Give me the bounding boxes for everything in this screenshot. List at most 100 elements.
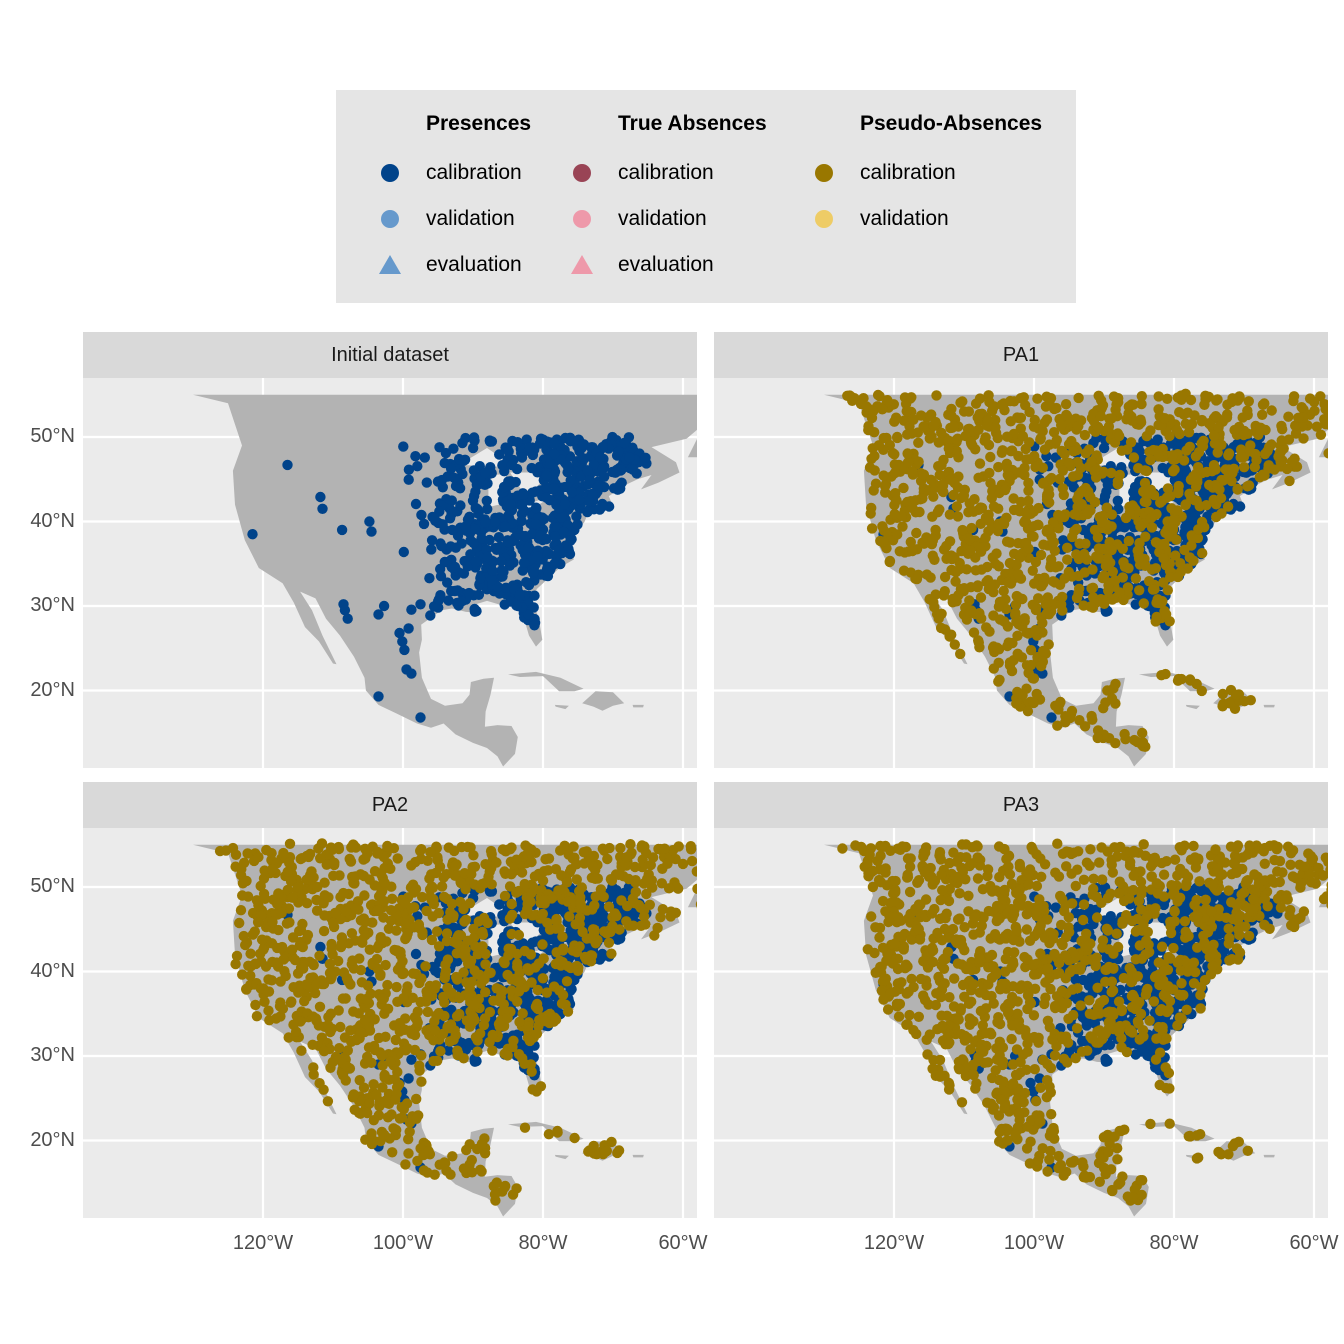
- pseudo-absence-point: [1244, 446, 1256, 457]
- pseudo-absence-point: [1293, 412, 1304, 423]
- map-panel-2: PA2: [83, 782, 697, 1218]
- presence-point: [247, 529, 258, 540]
- pseudo-absence-point: [934, 469, 945, 481]
- presence-point: [503, 446, 514, 457]
- pseudo-absence-point: [385, 1056, 396, 1067]
- presence-point: [1102, 479, 1113, 490]
- pseudo-absence-point: [1085, 601, 1096, 612]
- pseudo-absence-point: [1170, 550, 1181, 561]
- presence-point: [469, 606, 481, 617]
- pseudo-absence-point: [550, 1014, 562, 1025]
- pseudo-absence-point: [949, 639, 960, 650]
- presence-point: [436, 540, 447, 552]
- presence-point: [619, 437, 630, 449]
- pseudo-absence-point: [460, 944, 471, 955]
- presence-point: [403, 1073, 414, 1084]
- pseudo-absence-point: [1073, 421, 1084, 432]
- pseudo-absence-point: [491, 983, 502, 994]
- presence-point: [542, 570, 554, 582]
- pseudo-absence-point: [1048, 537, 1059, 548]
- pseudo-absence-point: [1103, 585, 1114, 596]
- presence-point: [554, 544, 565, 556]
- pseudo-absence-point: [230, 849, 242, 860]
- pseudo-absence-point: [1209, 438, 1221, 449]
- pseudo-absence-point: [865, 508, 876, 519]
- pseudo-absence-point: [562, 961, 574, 972]
- pseudo-absence-point: [941, 540, 952, 552]
- pseudo-absence-point: [1193, 524, 1204, 535]
- pseudo-absence-point: [519, 878, 530, 890]
- presence-point: [471, 479, 482, 490]
- pseudo-absence-point: [1212, 447, 1223, 458]
- pseudo-absence-point: [347, 955, 358, 966]
- pseudo-absence-point: [970, 398, 982, 409]
- pseudo-absence-point: [958, 490, 970, 501]
- pseudo-absence-point: [1152, 594, 1163, 605]
- pseudo-absence-point: [1139, 477, 1151, 489]
- pseudo-absence-point: [1243, 480, 1255, 491]
- pseudo-absence-point: [567, 853, 578, 864]
- pseudo-absence-point: [476, 1166, 487, 1177]
- pseudo-absence-point: [359, 1014, 371, 1026]
- pseudo-absence-point: [1140, 560, 1151, 571]
- pseudo-absence-point: [1223, 450, 1234, 461]
- pseudo-absence-point: [1106, 413, 1117, 424]
- presence-point: [494, 449, 505, 460]
- pseudo-absence-point: [450, 860, 461, 871]
- pseudo-absence-point: [348, 963, 359, 974]
- pseudo-absence-point: [398, 967, 409, 978]
- pseudo-absence-point: [1196, 416, 1207, 427]
- presence-point: [1112, 495, 1123, 506]
- presence-point: [486, 575, 498, 586]
- map-panel-1: PA1: [714, 332, 1328, 768]
- pseudo-absence-point: [943, 443, 954, 454]
- pseudo-absence-point: [1323, 448, 1328, 459]
- presence-point: [597, 463, 609, 474]
- pseudo-absence-point: [1136, 391, 1147, 402]
- pseudo-absence-point: [1174, 428, 1185, 440]
- pseudo-absence-point: [1023, 485, 1034, 496]
- pseudo-absence-point: [333, 955, 344, 967]
- presence-point: [410, 498, 422, 510]
- presence-point: [403, 623, 414, 634]
- pseudo-absence-point: [308, 959, 319, 971]
- presence-point: [549, 558, 560, 570]
- pseudo-absence-point: [1298, 433, 1309, 444]
- pseudo-absence-point: [968, 627, 980, 638]
- pseudo-absence-point: [380, 959, 391, 971]
- presence-point: [447, 524, 458, 536]
- pseudo-absence-point: [467, 1011, 479, 1022]
- pseudo-absence-point: [1030, 461, 1041, 473]
- pseudo-absence-point: [275, 976, 286, 987]
- pseudo-absence-point: [540, 1016, 551, 1027]
- pseudo-absence-point: [1015, 423, 1026, 434]
- pseudo-absence-point: [245, 970, 256, 981]
- pseudo-absence-point: [423, 1146, 434, 1157]
- pseudo-absence-point: [1289, 453, 1300, 464]
- pseudo-absence-point: [312, 881, 323, 893]
- pseudo-absence-point: [529, 871, 541, 882]
- pseudo-absence-point: [251, 895, 263, 906]
- pseudo-absence-point: [1087, 582, 1099, 593]
- pseudo-absence-point: [469, 999, 480, 1010]
- pseudo-absence-point: [1186, 418, 1198, 430]
- pseudo-absence-point: [342, 1045, 353, 1056]
- pseudo-absence-point: [564, 911, 575, 922]
- presence-point: [506, 459, 517, 471]
- pseudo-absence-point: [1073, 553, 1085, 565]
- pseudo-absence-point: [242, 848, 253, 859]
- pseudo-absence-point: [337, 993, 349, 1004]
- pseudo-absence-point: [1136, 398, 1147, 410]
- presence-point: [545, 458, 556, 469]
- pseudo-absence-point: [256, 934, 268, 945]
- pseudo-absence-point: [974, 608, 985, 619]
- pseudo-absence-point: [1086, 710, 1097, 722]
- pseudo-absence-point: [385, 915, 397, 926]
- presence-point: [594, 452, 606, 463]
- pseudo-absence-point: [422, 1006, 433, 1018]
- pseudo-absence-point: [375, 934, 386, 945]
- pseudo-absence-point: [1201, 466, 1212, 478]
- pseudo-absence-point: [948, 420, 959, 432]
- pseudo-absence-point: [990, 558, 1001, 569]
- pseudo-absence-point: [1015, 412, 1027, 423]
